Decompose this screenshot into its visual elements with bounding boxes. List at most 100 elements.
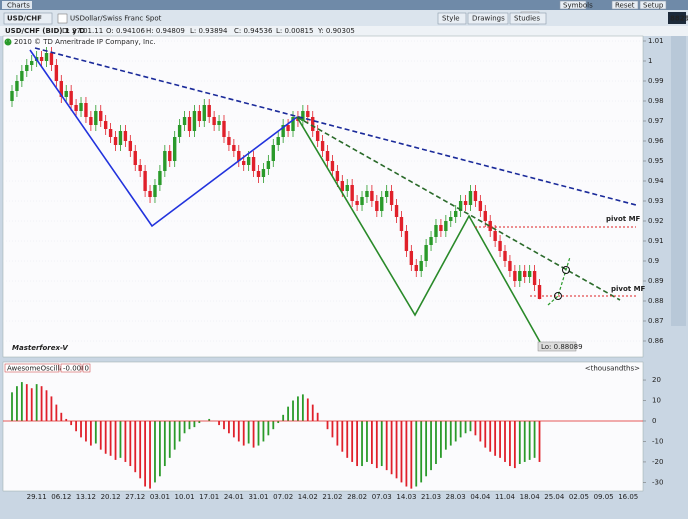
study-title: AwesomeOscillator bbox=[7, 365, 74, 373]
candle-body bbox=[454, 211, 458, 217]
x-tick-label: 07.03 bbox=[372, 493, 392, 501]
candle-body bbox=[15, 81, 19, 91]
candle-body bbox=[217, 121, 221, 125]
study-param: 0 bbox=[85, 365, 89, 373]
x-tick-label: 21.02 bbox=[322, 493, 342, 501]
candle-body bbox=[483, 211, 487, 221]
candle-body bbox=[315, 131, 320, 141]
candle-body bbox=[527, 271, 532, 277]
candle-body bbox=[143, 171, 147, 191]
title-bar bbox=[0, 0, 688, 10]
x-tick-label: 09.05 bbox=[594, 493, 614, 501]
info-symbol: USD/CHF (BID) 1 y D bbox=[5, 27, 85, 35]
quote-box bbox=[668, 12, 686, 24]
tool-button[interactable] bbox=[437, 12, 467, 25]
oscillator-panel bbox=[2, 361, 644, 492]
y-tick-label: 0 bbox=[652, 417, 656, 425]
candle-body bbox=[237, 151, 241, 161]
candle-body bbox=[434, 225, 438, 237]
candle-body bbox=[286, 125, 290, 131]
candle-body bbox=[325, 151, 330, 161]
candle-body bbox=[404, 231, 409, 251]
study-param bbox=[60, 363, 82, 373]
candle-body bbox=[69, 91, 73, 105]
y-tick-label: 0.99 bbox=[648, 77, 664, 85]
y-tick-label: 0.88 bbox=[648, 297, 664, 305]
candle-body bbox=[523, 271, 527, 277]
pivot-label: pivot MF bbox=[611, 285, 646, 293]
info-field: C: 0.94536 bbox=[234, 27, 273, 35]
info-field: H: 0.94809 bbox=[146, 27, 185, 35]
candle-body bbox=[532, 271, 537, 285]
tool-label: Studies bbox=[514, 15, 540, 23]
candle-body bbox=[468, 191, 473, 205]
candle-body bbox=[118, 131, 123, 145]
candle-body bbox=[212, 117, 216, 125]
button[interactable] bbox=[559, 0, 587, 10]
y-tick-label: -30 bbox=[652, 478, 663, 486]
candle-body bbox=[192, 111, 197, 131]
candle-body bbox=[108, 129, 113, 137]
info-bar bbox=[0, 26, 688, 36]
candle-body bbox=[44, 53, 49, 61]
candle-body bbox=[187, 117, 192, 131]
candle-body bbox=[103, 121, 108, 129]
x-tick-label: 14.03 bbox=[396, 493, 416, 501]
candle-body bbox=[128, 141, 133, 151]
x-tick-label: 06.12 bbox=[51, 493, 71, 501]
candle-body bbox=[394, 205, 399, 217]
candle-body bbox=[463, 201, 468, 205]
candle-body bbox=[380, 197, 384, 211]
x-tick-label: 14.02 bbox=[298, 493, 318, 501]
tab[interactable] bbox=[2, 1, 32, 9]
candle-body bbox=[153, 185, 157, 197]
y-tick-label: 0.91 bbox=[648, 237, 664, 245]
window-title: Charts bbox=[7, 2, 30, 10]
candle-body bbox=[419, 261, 423, 271]
candle-body bbox=[54, 65, 59, 81]
tool-button[interactable] bbox=[467, 12, 509, 25]
copyright: 2010 © TD Ameritrade IP Company, Inc. bbox=[14, 38, 156, 46]
button[interactable] bbox=[611, 0, 639, 10]
y-tick-label: 0.96 bbox=[648, 137, 664, 145]
info-field: D: 27.01.11 bbox=[62, 27, 103, 35]
x-tick-label: 04.04 bbox=[470, 493, 491, 501]
description: USDollar/Swiss Franc Spot bbox=[70, 15, 162, 23]
x-tick-label: 24.01 bbox=[224, 493, 244, 501]
candle-body bbox=[74, 105, 78, 111]
candle-body bbox=[202, 105, 206, 121]
y-tick-label: 0.94 bbox=[648, 177, 664, 185]
candle-body bbox=[182, 117, 187, 125]
x-tick-label: 29.11 bbox=[27, 493, 47, 501]
study-param: -0.008 bbox=[63, 365, 86, 373]
side-tabs[interactable] bbox=[671, 36, 686, 326]
candle-body bbox=[123, 131, 128, 141]
candle-body bbox=[39, 57, 44, 61]
info-field: L: 0.93894 bbox=[190, 27, 228, 35]
candle-body bbox=[177, 125, 182, 137]
candle-body bbox=[94, 111, 98, 125]
candle-body bbox=[79, 103, 83, 111]
button-label: Reset bbox=[615, 2, 635, 10]
candle-body bbox=[49, 53, 54, 65]
study-param bbox=[82, 363, 91, 373]
candle-body bbox=[138, 165, 142, 171]
study-box[interactable] bbox=[4, 363, 60, 373]
candle-body bbox=[498, 241, 502, 251]
candle-body bbox=[355, 201, 359, 205]
x-tick-label: 31.01 bbox=[248, 493, 268, 501]
y-tick-label: 0.89 bbox=[648, 277, 664, 285]
candle-body bbox=[306, 111, 310, 117]
candle-body bbox=[168, 151, 172, 161]
candle-body bbox=[246, 157, 251, 165]
zigzag bbox=[296, 116, 541, 343]
candle-body bbox=[375, 201, 379, 211]
symbol-box[interactable] bbox=[3, 12, 53, 25]
y-tick-label: 0.95 bbox=[648, 157, 664, 165]
candle-body bbox=[311, 117, 315, 131]
marker bbox=[554, 292, 562, 300]
candle-body bbox=[301, 111, 305, 121]
checkbox[interactable] bbox=[57, 13, 68, 24]
tool-button[interactable] bbox=[509, 12, 547, 25]
button[interactable] bbox=[639, 0, 667, 10]
